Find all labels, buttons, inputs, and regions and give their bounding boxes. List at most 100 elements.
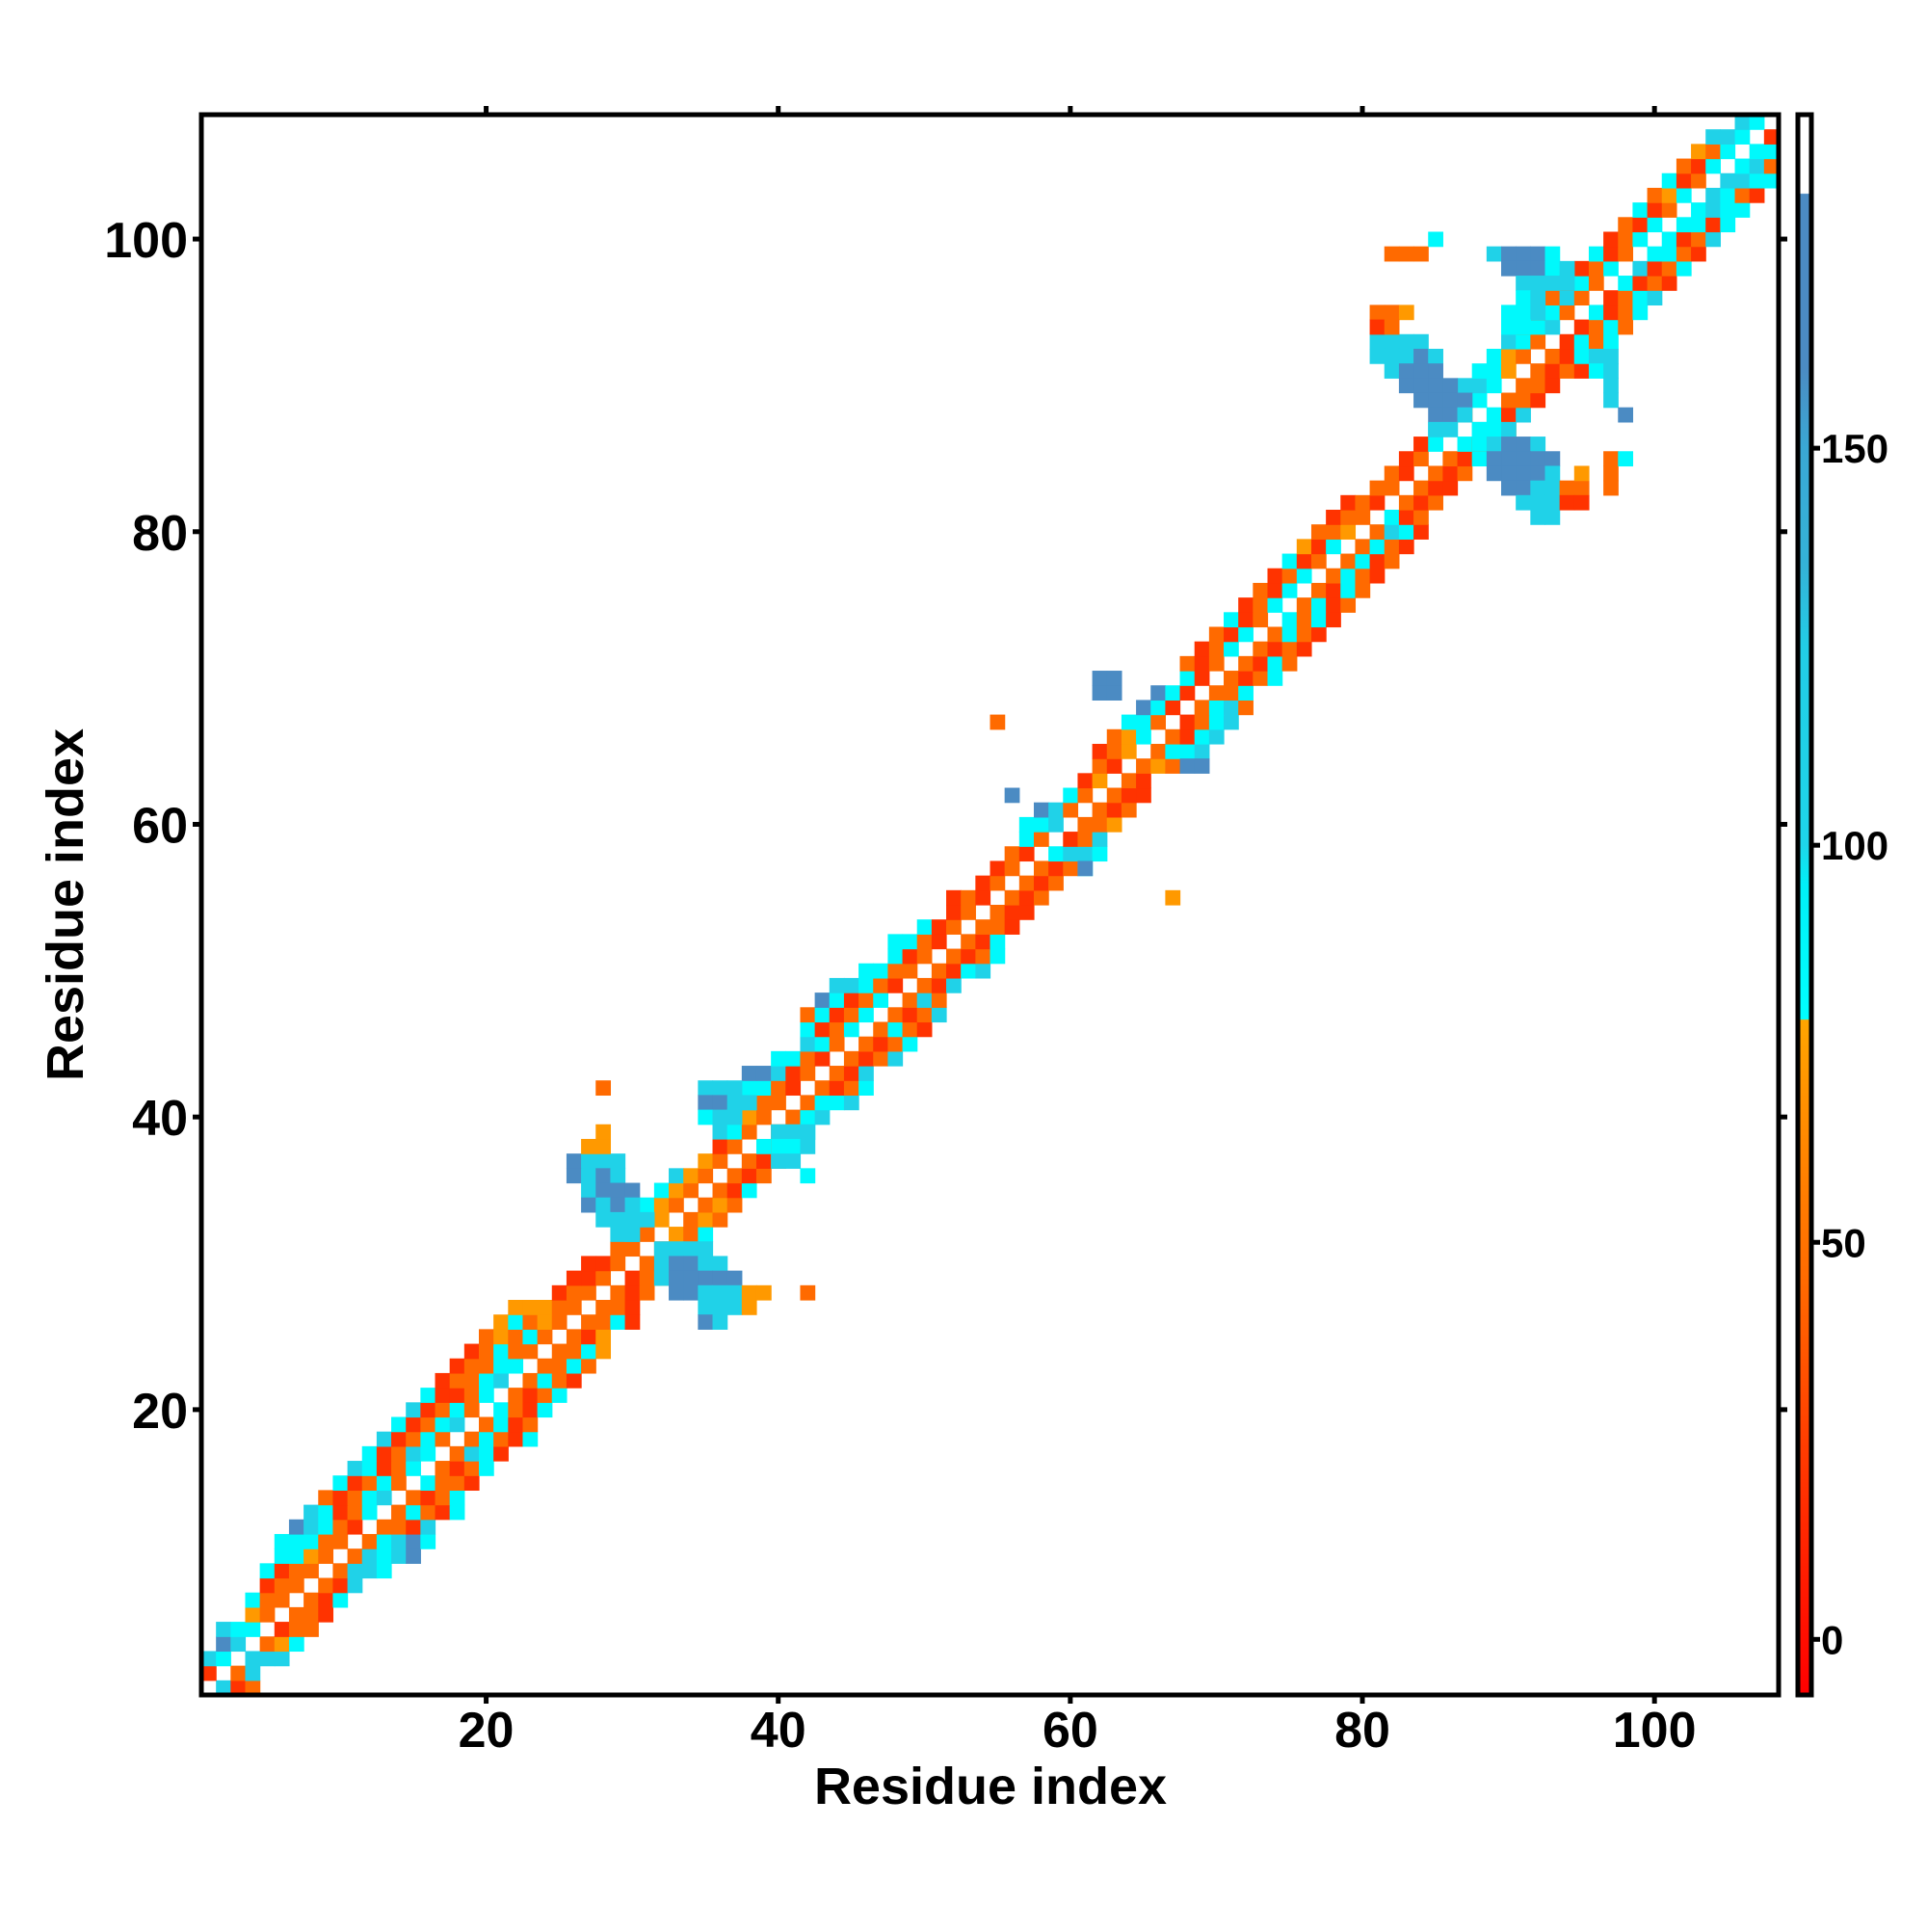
heatmap-cell bbox=[858, 1050, 874, 1067]
heatmap-cell bbox=[916, 934, 933, 950]
heatmap-cell bbox=[1077, 773, 1094, 789]
heatmap-cell bbox=[726, 1124, 743, 1140]
heatmap-cell bbox=[712, 1080, 728, 1097]
heatmap-cell bbox=[1734, 202, 1751, 218]
heatmap-cell bbox=[975, 963, 991, 979]
heatmap-cell bbox=[1355, 510, 1371, 525]
heatmap-cell bbox=[1326, 524, 1341, 540]
heatmap-cell bbox=[508, 1416, 524, 1433]
heatmap-cell bbox=[1691, 202, 1706, 218]
heatmap-cell bbox=[624, 1284, 641, 1301]
heatmap-cell bbox=[1340, 524, 1357, 540]
heatmap-cell bbox=[1486, 246, 1502, 262]
heatmap-cell bbox=[478, 1343, 494, 1360]
heatmap-cell bbox=[1092, 802, 1108, 818]
heatmap-cell bbox=[1281, 655, 1298, 672]
heatmap-cell bbox=[1369, 553, 1386, 569]
heatmap-cell bbox=[595, 1153, 612, 1169]
heatmap-cell bbox=[1384, 246, 1400, 262]
x-tick-label: 80 bbox=[1334, 1703, 1390, 1759]
heatmap-cell bbox=[1734, 129, 1751, 145]
heatmap-cell bbox=[376, 1445, 392, 1462]
heatmap-cell bbox=[1106, 816, 1122, 833]
heatmap-cell bbox=[551, 1358, 568, 1374]
heatmap-cell bbox=[508, 1329, 524, 1345]
heatmap-cell bbox=[741, 1153, 757, 1169]
heatmap-cell bbox=[1676, 246, 1692, 262]
heatmap-cell bbox=[771, 1153, 786, 1169]
heatmap-cell bbox=[1691, 144, 1706, 160]
heatmap-cell bbox=[566, 1168, 582, 1184]
heatmap-cell bbox=[391, 1533, 407, 1549]
heatmap-cell bbox=[1326, 582, 1341, 598]
heatmap-cell bbox=[435, 1504, 451, 1521]
heatmap-cell bbox=[1369, 348, 1386, 364]
heatmap-cell bbox=[1398, 465, 1414, 482]
heatmap-cell bbox=[1238, 597, 1254, 613]
heatmap-cell bbox=[1618, 231, 1634, 248]
heatmap-cell bbox=[274, 1548, 290, 1564]
heatmap-cell bbox=[712, 1153, 728, 1169]
heatmap-cell bbox=[1573, 260, 1590, 277]
heatmap-cell bbox=[1544, 246, 1561, 262]
heatmap-cell bbox=[376, 1431, 392, 1447]
heatmap-cell bbox=[1310, 597, 1327, 613]
heatmap-cell bbox=[522, 1329, 539, 1345]
heatmap-cell bbox=[1179, 685, 1196, 701]
heatmap-cell bbox=[1398, 378, 1414, 394]
heatmap-cell bbox=[1077, 846, 1094, 862]
heatmap-cell bbox=[1516, 437, 1531, 452]
heatmap-cell bbox=[1471, 392, 1488, 409]
heatmap-cell bbox=[1165, 728, 1181, 745]
heatmap-cell bbox=[435, 1402, 451, 1418]
heatmap-cell bbox=[522, 1300, 539, 1315]
heatmap-cell bbox=[1603, 231, 1619, 248]
heatmap-cell bbox=[1603, 333, 1619, 350]
heatmap-cell bbox=[566, 1329, 582, 1345]
heatmap-cell bbox=[800, 1021, 816, 1038]
heatmap-cell bbox=[1530, 494, 1546, 511]
heatmap-cell bbox=[1194, 641, 1210, 657]
heatmap-cell bbox=[347, 1504, 363, 1521]
heatmap-cell bbox=[1501, 348, 1517, 364]
heatmap-cell bbox=[1253, 582, 1269, 598]
heatmap-cell bbox=[493, 1329, 509, 1345]
heatmap-cell bbox=[376, 1461, 392, 1476]
heatmap-cell bbox=[435, 1431, 451, 1447]
heatmap-cell bbox=[1281, 626, 1298, 643]
heatmap-cell bbox=[1296, 539, 1312, 555]
heatmap-cell bbox=[990, 919, 1006, 935]
heatmap-cell bbox=[610, 1227, 626, 1242]
heatmap-cells bbox=[201, 115, 1780, 1696]
heatmap-cell bbox=[800, 1066, 816, 1081]
heatmap-cell bbox=[639, 1211, 655, 1228]
heatmap-cell bbox=[1224, 612, 1239, 628]
heatmap-cell bbox=[566, 1343, 582, 1360]
colorbar-tick-label: 100 bbox=[1821, 823, 1888, 868]
heatmap-cell bbox=[1384, 333, 1400, 350]
heatmap-cell bbox=[216, 1636, 231, 1653]
heatmap-cell bbox=[698, 1227, 714, 1242]
heatmap-cell bbox=[1326, 539, 1341, 555]
heatmap-cell bbox=[858, 992, 874, 1008]
heatmap-cell bbox=[391, 1519, 407, 1535]
heatmap-cell bbox=[581, 1284, 596, 1301]
heatmap-cell bbox=[1048, 846, 1064, 862]
heatmap-cell bbox=[1004, 919, 1020, 935]
heatmap-cell bbox=[581, 1358, 596, 1374]
heatmap-cell bbox=[551, 1284, 568, 1301]
heatmap-cell bbox=[347, 1563, 363, 1579]
heatmap-cell bbox=[1618, 407, 1634, 423]
heatmap-cell bbox=[1092, 685, 1108, 701]
heatmap-cell bbox=[566, 1358, 582, 1374]
heatmap-cell bbox=[1018, 816, 1035, 833]
heatmap-cell bbox=[1559, 494, 1575, 511]
heatmap-cell bbox=[1457, 465, 1473, 482]
heatmap-cell bbox=[347, 1461, 363, 1476]
heatmap-cell bbox=[771, 1095, 786, 1111]
heatmap-cell bbox=[1150, 743, 1166, 759]
heatmap-cell bbox=[843, 1050, 859, 1067]
heatmap-cell bbox=[1559, 348, 1575, 364]
heatmap-cell bbox=[858, 1036, 874, 1052]
